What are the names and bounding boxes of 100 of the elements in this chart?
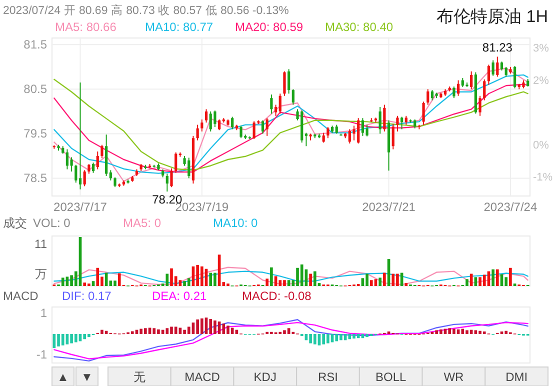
bar	[300, 264, 304, 286]
x-tick-label: 2023/7/17	[54, 200, 108, 214]
y2-tick-label: 3%	[533, 42, 550, 55]
candlestick	[231, 116, 234, 130]
annotation: 81.23	[482, 40, 513, 55]
bar	[509, 268, 512, 286]
candlestick	[422, 101, 425, 126]
text: MA30: 80.40	[325, 20, 394, 34]
bar	[383, 272, 386, 286]
chart-title: MACD	[3, 289, 39, 303]
candlestick	[426, 88, 430, 106]
bar	[504, 330, 508, 334]
candlestick	[366, 124, 368, 137]
y-tick-label: 1	[40, 306, 48, 320]
bar	[474, 330, 478, 334]
candlestick	[88, 163, 90, 174]
bar	[361, 278, 364, 286]
candlestick	[430, 90, 434, 101]
bar	[270, 267, 273, 286]
y2-tick-label: 2%	[533, 74, 550, 87]
bar	[322, 334, 326, 344]
candlestick	[109, 170, 112, 181]
text: DEA: 0.21	[152, 289, 208, 303]
chart-subtitle: 2023/07/24 开 80.69 高 80.73 收 80.57 低 80.56 -0.13%	[3, 3, 289, 17]
bar	[370, 334, 373, 336]
text: MACD: -0.08	[242, 289, 312, 303]
text: ▼	[81, 370, 93, 384]
bar	[496, 269, 499, 286]
candlestick	[452, 86, 456, 99]
candlestick	[166, 173, 168, 192]
candlestick	[400, 116, 404, 130]
bar	[266, 278, 269, 286]
candlestick	[204, 108, 208, 124]
candlestick	[74, 164, 78, 184]
chart-title: 成交	[3, 216, 27, 230]
candlestick	[261, 120, 264, 134]
text: MA10: 80.77	[145, 20, 214, 34]
bar	[209, 319, 212, 334]
bar	[404, 283, 408, 286]
bar	[448, 328, 452, 334]
bar	[152, 328, 156, 334]
candlestick	[326, 126, 330, 139]
bar	[482, 274, 486, 286]
text: MA5: 80.66	[55, 20, 117, 34]
candlestick	[170, 168, 173, 188]
candlestick	[92, 162, 95, 174]
bar	[222, 324, 226, 334]
text: ▲	[57, 370, 69, 384]
y-tick-label: 80.5	[24, 82, 48, 96]
bar	[178, 328, 182, 334]
candlestick	[383, 104, 386, 132]
candlestick	[70, 156, 73, 172]
candlestick	[470, 70, 473, 90]
text: MA10: 0	[213, 216, 258, 230]
bar	[374, 279, 378, 286]
bar	[130, 331, 134, 334]
candlestick	[274, 104, 278, 116]
bar	[114, 280, 116, 286]
text: RSI	[318, 370, 338, 384]
candlestick	[483, 78, 486, 101]
bar	[500, 274, 504, 286]
bar	[61, 334, 64, 346]
text: MACD	[184, 370, 220, 384]
bar	[166, 328, 169, 334]
bar	[148, 328, 152, 334]
y2-tick-label: 0%	[533, 139, 550, 152]
text: 无	[133, 370, 146, 384]
bar	[96, 268, 100, 286]
bar	[330, 334, 334, 342]
text: BOLL	[376, 370, 407, 384]
candlestick	[304, 132, 308, 147]
candlestick	[496, 56, 499, 78]
y-tick-label: -1	[36, 348, 48, 362]
x-tick-label: 2023/7/24	[484, 200, 538, 214]
text: DIF: 0.17	[62, 289, 112, 303]
bar	[274, 276, 278, 286]
candlestick	[378, 106, 382, 134]
candlestick	[487, 64, 490, 86]
bar	[278, 280, 282, 286]
candlestick	[83, 170, 86, 187]
text: KDJ	[254, 370, 276, 384]
candlestick	[240, 125, 242, 139]
candlestick	[114, 176, 116, 188]
candlestick	[66, 148, 69, 170]
candlestick	[252, 120, 256, 140]
bar	[370, 280, 373, 286]
candlestick	[288, 68, 290, 94]
bar	[313, 334, 316, 344]
bar	[83, 282, 86, 286]
candlestick	[218, 118, 221, 131]
bar	[378, 278, 382, 286]
bar	[66, 276, 69, 286]
bar	[92, 281, 95, 286]
bar	[230, 328, 234, 334]
bar	[474, 277, 478, 286]
x-tick-label: 2023/7/21	[362, 200, 416, 214]
bar	[187, 326, 190, 334]
bar	[366, 274, 368, 286]
candlestick	[361, 118, 364, 136]
text: MA20: 80.59	[235, 20, 304, 34]
